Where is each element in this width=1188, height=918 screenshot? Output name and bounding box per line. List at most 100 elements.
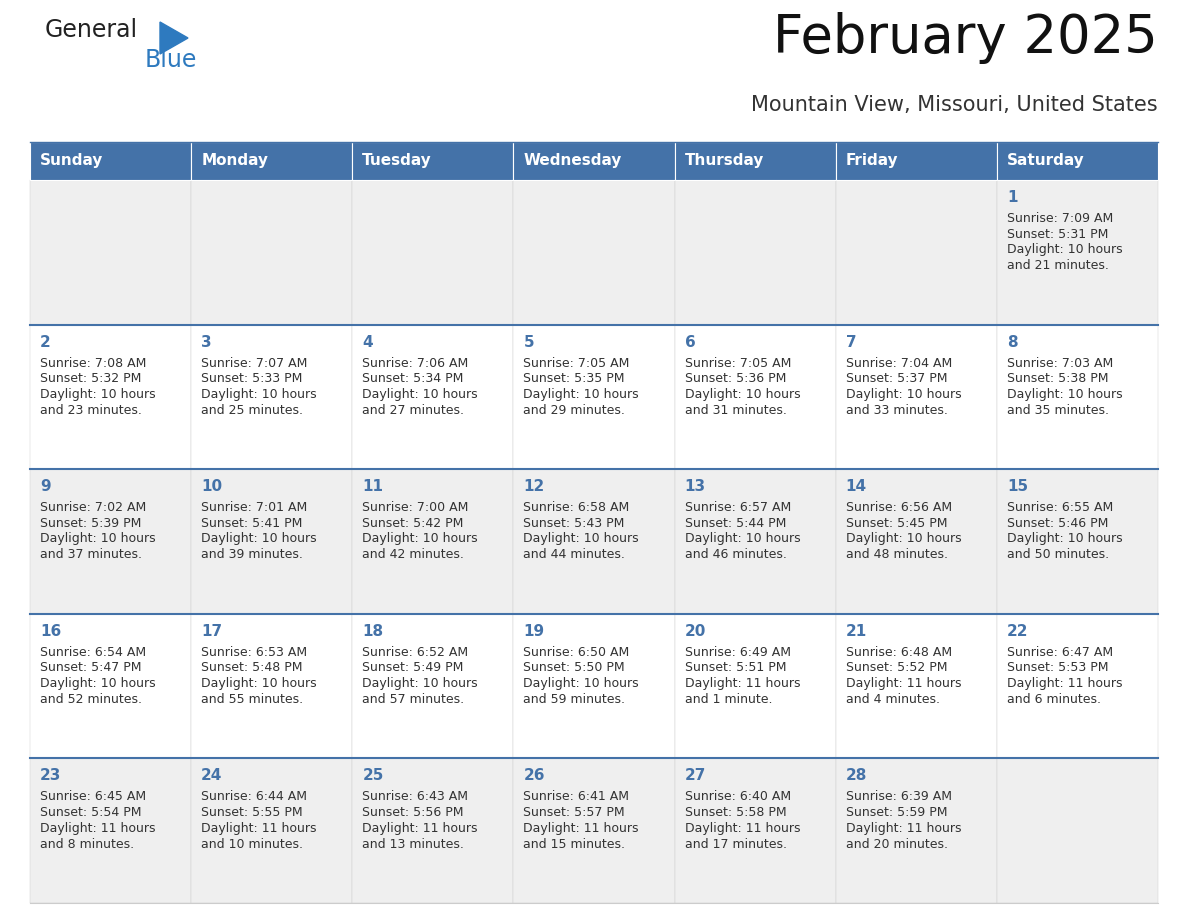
Text: Blue: Blue [145, 48, 197, 72]
Bar [513, 758, 675, 903]
Text: Daylight: 10 hours
and 37 minutes.: Daylight: 10 hours and 37 minutes. [40, 532, 156, 562]
Bar [675, 614, 835, 758]
Bar [30, 469, 191, 614]
Text: 22: 22 [1007, 624, 1029, 639]
Text: Sunset: 5:32 PM: Sunset: 5:32 PM [40, 372, 141, 386]
Bar [997, 142, 1158, 180]
Text: Sunset: 5:57 PM: Sunset: 5:57 PM [524, 806, 625, 819]
Bar [513, 614, 675, 758]
Text: 6: 6 [684, 334, 695, 350]
Text: Sunset: 5:55 PM: Sunset: 5:55 PM [201, 806, 303, 819]
Text: 20: 20 [684, 624, 706, 639]
Bar [30, 180, 191, 325]
Text: Sunrise: 6:58 AM: Sunrise: 6:58 AM [524, 501, 630, 514]
Text: Daylight: 10 hours
and 55 minutes.: Daylight: 10 hours and 55 minutes. [201, 677, 317, 706]
Text: Daylight: 10 hours
and 50 minutes.: Daylight: 10 hours and 50 minutes. [1007, 532, 1123, 562]
Text: Daylight: 10 hours
and 21 minutes.: Daylight: 10 hours and 21 minutes. [1007, 243, 1123, 273]
Text: Sunrise: 7:07 AM: Sunrise: 7:07 AM [201, 356, 308, 370]
Bar [675, 180, 835, 325]
Text: Sunset: 5:53 PM: Sunset: 5:53 PM [1007, 662, 1108, 675]
Text: Daylight: 11 hours
and 4 minutes.: Daylight: 11 hours and 4 minutes. [846, 677, 961, 706]
Text: 16: 16 [40, 624, 62, 639]
Text: Sunset: 5:52 PM: Sunset: 5:52 PM [846, 662, 947, 675]
Text: 28: 28 [846, 768, 867, 783]
Text: Daylight: 10 hours
and 27 minutes.: Daylight: 10 hours and 27 minutes. [362, 387, 478, 417]
Text: Sunset: 5:48 PM: Sunset: 5:48 PM [201, 662, 303, 675]
Text: Daylight: 10 hours
and 33 minutes.: Daylight: 10 hours and 33 minutes. [846, 387, 961, 417]
Text: Sunrise: 7:05 AM: Sunrise: 7:05 AM [524, 356, 630, 370]
Text: Sunrise: 7:03 AM: Sunrise: 7:03 AM [1007, 356, 1113, 370]
Text: Sunrise: 6:52 AM: Sunrise: 6:52 AM [362, 645, 468, 659]
Text: 9: 9 [40, 479, 51, 494]
Text: February 2025: February 2025 [773, 12, 1158, 64]
Text: 17: 17 [201, 624, 222, 639]
Text: Daylight: 10 hours
and 48 minutes.: Daylight: 10 hours and 48 minutes. [846, 532, 961, 562]
Bar [353, 758, 513, 903]
Text: Daylight: 11 hours
and 13 minutes.: Daylight: 11 hours and 13 minutes. [362, 822, 478, 851]
Text: Sunset: 5:49 PM: Sunset: 5:49 PM [362, 662, 463, 675]
Bar [997, 469, 1158, 614]
Bar [191, 758, 353, 903]
Bar [513, 180, 675, 325]
Bar [353, 325, 513, 469]
Text: Sunrise: 7:00 AM: Sunrise: 7:00 AM [362, 501, 468, 514]
Bar [835, 758, 997, 903]
Text: Sunset: 5:45 PM: Sunset: 5:45 PM [846, 517, 947, 530]
Text: Sunset: 5:51 PM: Sunset: 5:51 PM [684, 662, 786, 675]
Text: Sunrise: 6:40 AM: Sunrise: 6:40 AM [684, 790, 791, 803]
Text: Mountain View, Missouri, United States: Mountain View, Missouri, United States [751, 95, 1158, 115]
Bar [675, 469, 835, 614]
Text: Daylight: 10 hours
and 39 minutes.: Daylight: 10 hours and 39 minutes. [201, 532, 317, 562]
Text: Sunset: 5:34 PM: Sunset: 5:34 PM [362, 372, 463, 386]
Text: 18: 18 [362, 624, 384, 639]
Text: Saturday: Saturday [1007, 153, 1085, 169]
Text: Sunrise: 6:55 AM: Sunrise: 6:55 AM [1007, 501, 1113, 514]
Bar [835, 142, 997, 180]
Text: Daylight: 11 hours
and 1 minute.: Daylight: 11 hours and 1 minute. [684, 677, 800, 706]
Bar [30, 142, 191, 180]
Text: Daylight: 10 hours
and 52 minutes.: Daylight: 10 hours and 52 minutes. [40, 677, 156, 706]
Text: 15: 15 [1007, 479, 1028, 494]
Text: 7: 7 [846, 334, 857, 350]
Text: 14: 14 [846, 479, 867, 494]
Text: Sunrise: 6:50 AM: Sunrise: 6:50 AM [524, 645, 630, 659]
Text: Sunrise: 6:43 AM: Sunrise: 6:43 AM [362, 790, 468, 803]
Text: Sunset: 5:35 PM: Sunset: 5:35 PM [524, 372, 625, 386]
Text: Sunset: 5:44 PM: Sunset: 5:44 PM [684, 517, 786, 530]
Text: Sunrise: 6:56 AM: Sunrise: 6:56 AM [846, 501, 952, 514]
Text: Sunrise: 6:54 AM: Sunrise: 6:54 AM [40, 645, 146, 659]
Text: 11: 11 [362, 479, 384, 494]
Text: 12: 12 [524, 479, 544, 494]
Text: 1: 1 [1007, 190, 1017, 205]
Text: Daylight: 10 hours
and 31 minutes.: Daylight: 10 hours and 31 minutes. [684, 387, 801, 417]
Bar [513, 325, 675, 469]
Text: Friday: Friday [846, 153, 898, 169]
Text: Sunset: 5:50 PM: Sunset: 5:50 PM [524, 662, 625, 675]
Text: Daylight: 11 hours
and 6 minutes.: Daylight: 11 hours and 6 minutes. [1007, 677, 1123, 706]
Text: Sunrise: 6:39 AM: Sunrise: 6:39 AM [846, 790, 952, 803]
Bar [997, 614, 1158, 758]
Text: Sunset: 5:31 PM: Sunset: 5:31 PM [1007, 228, 1108, 241]
Text: Daylight: 10 hours
and 44 minutes.: Daylight: 10 hours and 44 minutes. [524, 532, 639, 562]
Bar [191, 142, 353, 180]
Bar [835, 614, 997, 758]
Text: Sunset: 5:41 PM: Sunset: 5:41 PM [201, 517, 303, 530]
Text: 5: 5 [524, 334, 535, 350]
Text: Daylight: 10 hours
and 57 minutes.: Daylight: 10 hours and 57 minutes. [362, 677, 478, 706]
Text: 10: 10 [201, 479, 222, 494]
Bar [353, 180, 513, 325]
Text: Sunrise: 7:08 AM: Sunrise: 7:08 AM [40, 356, 146, 370]
Polygon shape [160, 22, 188, 54]
Text: Sunrise: 6:48 AM: Sunrise: 6:48 AM [846, 645, 952, 659]
Text: Daylight: 11 hours
and 10 minutes.: Daylight: 11 hours and 10 minutes. [201, 822, 317, 851]
Bar [191, 325, 353, 469]
Bar [997, 758, 1158, 903]
Bar [353, 469, 513, 614]
Text: Sunday: Sunday [40, 153, 103, 169]
Bar [30, 758, 191, 903]
Text: Sunset: 5:46 PM: Sunset: 5:46 PM [1007, 517, 1108, 530]
Text: Daylight: 10 hours
and 42 minutes.: Daylight: 10 hours and 42 minutes. [362, 532, 478, 562]
Text: Daylight: 11 hours
and 17 minutes.: Daylight: 11 hours and 17 minutes. [684, 822, 800, 851]
Text: Sunset: 5:38 PM: Sunset: 5:38 PM [1007, 372, 1108, 386]
Text: Sunset: 5:59 PM: Sunset: 5:59 PM [846, 806, 947, 819]
